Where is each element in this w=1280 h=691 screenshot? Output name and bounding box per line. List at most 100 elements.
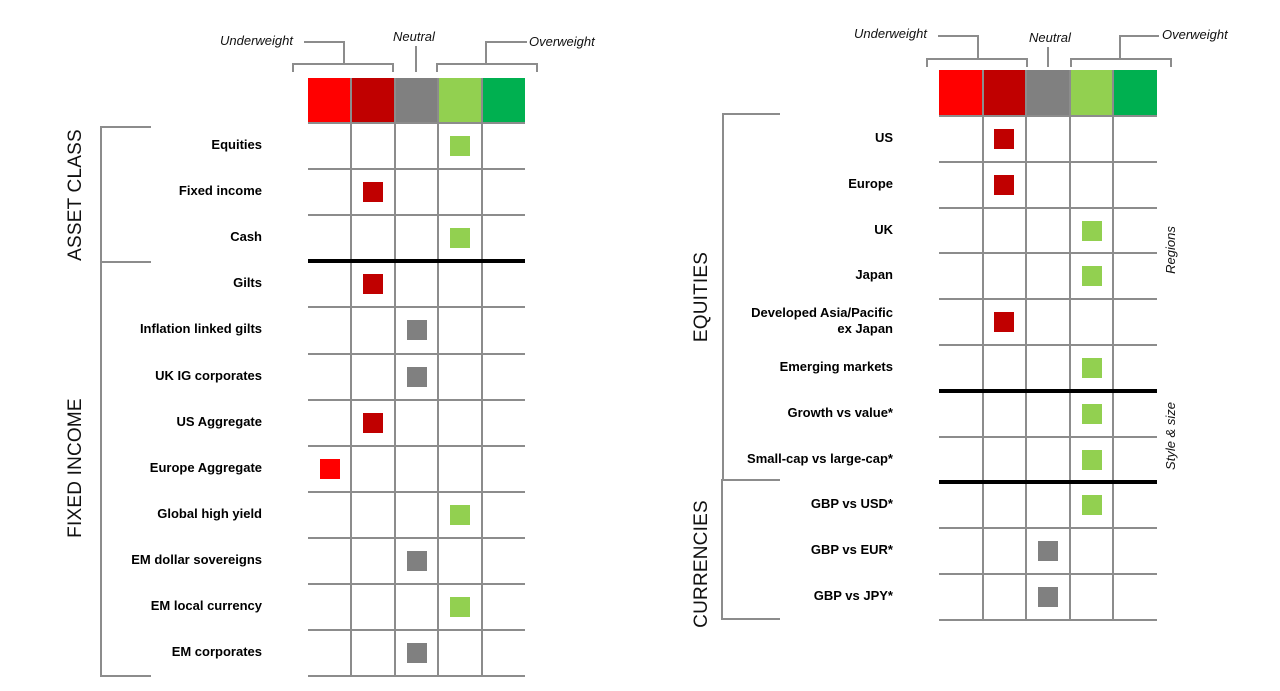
position-marker (994, 312, 1015, 333)
position-marker (994, 174, 1015, 195)
overweight-bracket-tick (536, 63, 538, 72)
position-marker (1081, 449, 1102, 470)
row-label: GBP vs JPY* (814, 588, 893, 604)
row-label-line: Emerging markets (779, 358, 893, 374)
group-label-currencies: CURRENCIES (691, 500, 712, 628)
scale-swatch-3 (1026, 70, 1070, 116)
overweight-leader (485, 41, 527, 43)
group-bracket-line (721, 479, 723, 620)
row-label-line: UK IG corporates (155, 367, 262, 383)
overweight-bracket-tick (1170, 58, 1172, 67)
group-label-asset-class: ASSET CLASS (65, 129, 86, 261)
section-separator (939, 388, 1157, 393)
scale-swatch-3 (394, 78, 439, 123)
row-label: Growth vs value* (788, 405, 893, 421)
grid-row-divider (939, 206, 1157, 209)
underweight-stem (977, 35, 979, 60)
row-label-line: Europe (848, 175, 893, 191)
grid-row-divider (939, 252, 1157, 255)
row-label: Small-cap vs large-cap* (747, 451, 893, 467)
group-label-equities: EQUITIES (691, 251, 712, 343)
grid-row-divider (308, 168, 525, 171)
row-label: Global high yield (157, 506, 262, 522)
underweight-bracket (926, 58, 1028, 60)
row-label: Developed Asia/Pacific ex Japan (751, 305, 893, 337)
grid-row-divider (939, 344, 1157, 346)
position-marker (363, 412, 384, 433)
overweight-leader (1119, 35, 1159, 37)
group-bracket-tick (722, 113, 780, 115)
position-marker (1038, 541, 1058, 562)
underweight-label: Underweight (854, 26, 927, 41)
row-label: UK (874, 222, 893, 238)
group-bracket-tick (722, 479, 780, 481)
position-marker (449, 228, 470, 249)
row-label: Gilts (233, 275, 262, 291)
row-label-line: Growth vs value* (787, 404, 893, 420)
scale-swatch-1 (939, 70, 983, 116)
group-bracket-line (100, 126, 102, 677)
row-label: UK IG corporates (155, 368, 262, 384)
position-marker (406, 320, 427, 341)
group-bracket-tick (100, 675, 151, 677)
row-label: Inflation linked gilts (140, 321, 262, 337)
row-label: GBP vs USD* (811, 496, 893, 512)
grid-row-divider (308, 214, 525, 217)
grid-column-divider (437, 78, 440, 677)
position-marker (406, 550, 427, 571)
side-label-regions: Regions (1163, 226, 1178, 274)
overweight-label: Overweight (1162, 27, 1228, 42)
side-label-style-size: Style & size (1163, 402, 1178, 470)
grid-row-divider (308, 583, 525, 585)
position-marker (449, 136, 470, 157)
position-marker (1081, 403, 1102, 424)
scale-swatch-4 (438, 78, 482, 123)
grid-row-divider (308, 352, 525, 355)
grid-row-divider (939, 435, 1157, 438)
group-bracket-tick (100, 261, 151, 263)
row-label: EM corporates (172, 644, 262, 660)
section-separator (939, 480, 1157, 485)
row-label-line: ex Japan (837, 321, 893, 337)
grid-row-divider (308, 122, 525, 124)
row-label-line: Fixed income (178, 183, 262, 199)
row-label-line: GBP vs EUR* (810, 542, 893, 558)
overweight-stem (485, 41, 487, 65)
grid-row-divider (308, 398, 525, 401)
position-marker (363, 274, 384, 295)
position-marker (406, 366, 427, 387)
row-label-line: Cash (230, 229, 262, 245)
grid-column-divider (393, 78, 396, 677)
overweight-label: Overweight (529, 34, 595, 49)
underweight-leader (304, 41, 345, 43)
scale-swatch-2 (982, 70, 1027, 116)
position-marker (363, 182, 384, 203)
row-label-line: Equities (211, 137, 262, 153)
group-bracket-tick (100, 126, 151, 128)
underweight-bracket-tick (926, 58, 928, 67)
row-label-line: EM corporates (171, 644, 262, 660)
neutral-label: Neutral (1029, 30, 1071, 45)
row-label-line: GBP vs USD* (810, 496, 893, 512)
row-label-line: Gilts (233, 275, 262, 291)
row-label-line: Developed Asia/Pacific (751, 305, 893, 321)
row-label: Japan (855, 267, 893, 283)
grid-row-divider (939, 618, 1157, 621)
scale-swatch-5 (1113, 70, 1157, 116)
row-label: Europe Aggregate (150, 460, 262, 476)
row-label: Fixed income (179, 183, 262, 199)
position-marker (994, 128, 1015, 149)
underweight-leader (938, 35, 979, 37)
row-label-line: GBP vs JPY* (813, 587, 893, 603)
position-marker (1081, 495, 1102, 516)
grid-row-divider (939, 527, 1157, 530)
position-marker (449, 504, 470, 525)
scale-swatch-1 (308, 78, 352, 123)
row-label: Cash (230, 229, 262, 245)
position-marker (1081, 266, 1102, 287)
overweight-bracket (1070, 58, 1172, 60)
grid-row-divider (308, 629, 525, 632)
row-label: Emerging markets (780, 359, 893, 375)
neutral-stem (415, 46, 417, 72)
position-marker (449, 597, 470, 618)
